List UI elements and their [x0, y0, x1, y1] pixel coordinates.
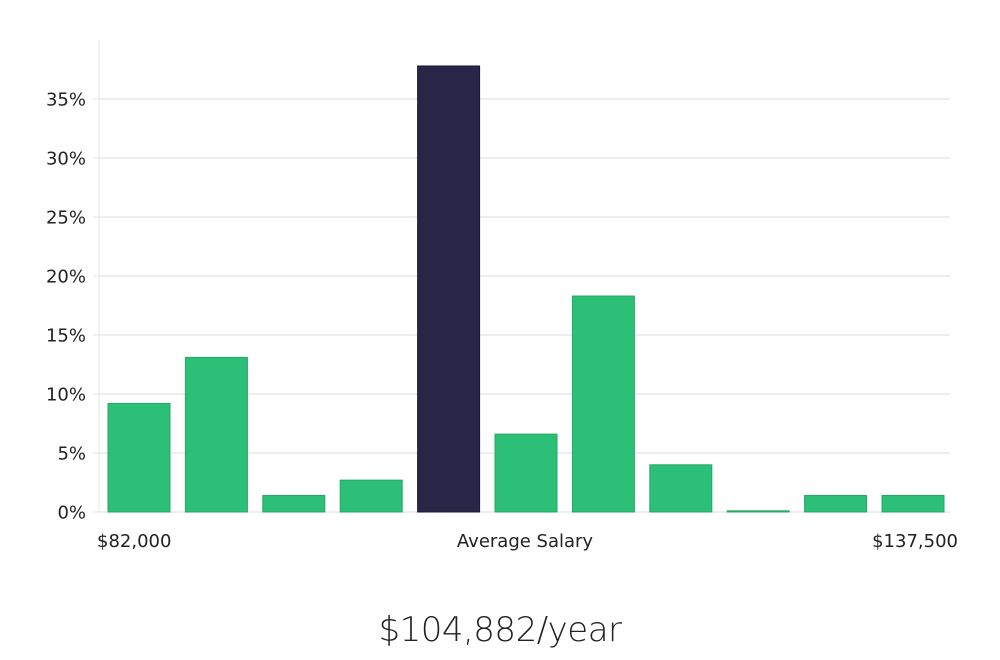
bar	[881, 494, 945, 513]
bar	[726, 510, 790, 513]
bar	[804, 494, 868, 513]
bar	[571, 295, 635, 513]
y-tick-label: 5%	[57, 444, 86, 465]
bar	[184, 356, 248, 513]
bars	[107, 65, 945, 513]
x-label-average: Average Salary	[457, 531, 594, 552]
x-label-min: $82,000	[97, 531, 171, 552]
salary-histogram: 0% 5% 10% 15% 20% 25% 30% 35% $82,000 Average S…	[46, 40, 958, 552]
bar	[649, 464, 713, 513]
bar	[494, 433, 558, 513]
y-tick-labels: 0% 5% 10% 15% 20% 25% 30% 35%	[46, 90, 86, 524]
y-tick-label: 15%	[46, 326, 86, 347]
y-tick-label: 35%	[46, 90, 86, 111]
bar-average	[417, 65, 481, 513]
bar	[262, 494, 326, 513]
y-tick-label: 25%	[46, 208, 86, 229]
y-tick-label: 20%	[46, 267, 86, 288]
y-tick-label: 10%	[46, 385, 86, 406]
bar	[339, 479, 403, 513]
average-salary-value: $104,882/year	[378, 610, 622, 650]
x-label-max: $137,500	[872, 531, 958, 552]
y-tick-label: 0%	[57, 503, 86, 524]
y-tick-label: 30%	[46, 149, 86, 170]
bar	[107, 402, 171, 513]
